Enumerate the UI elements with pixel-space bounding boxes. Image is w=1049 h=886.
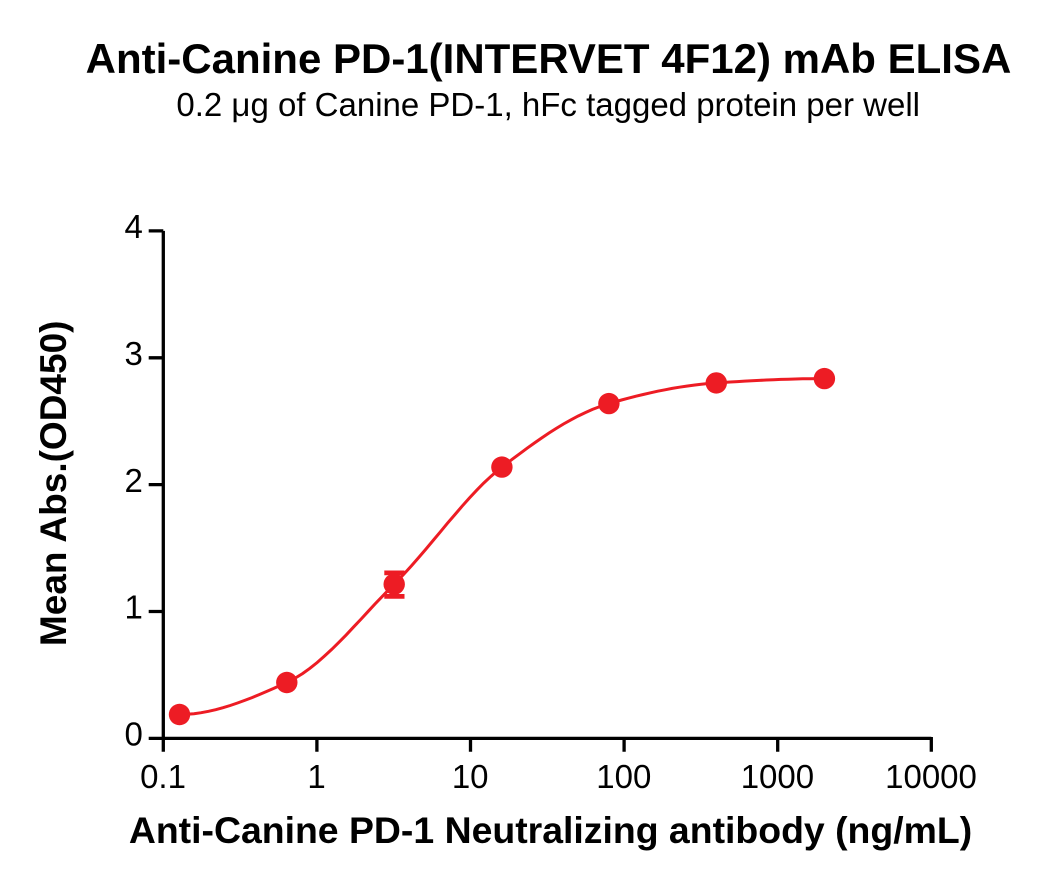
svg-text:0: 0: [124, 716, 142, 753]
svg-text:1: 1: [307, 758, 325, 795]
svg-text:1: 1: [124, 589, 142, 626]
svg-text:Anti-Canine PD-1(INTERVET 4F12: Anti-Canine PD-1(INTERVET 4F12) mAb ELIS…: [86, 35, 1012, 82]
svg-text:10000: 10000: [885, 758, 977, 795]
svg-text:1000: 1000: [741, 758, 814, 795]
svg-text:Mean Abs.(OD450): Mean Abs.(OD450): [33, 321, 74, 647]
svg-text:10: 10: [452, 758, 489, 795]
svg-text:Anti-Canine PD-1 Neutralizing: Anti-Canine PD-1 Neutralizing antibody (…: [129, 809, 972, 851]
svg-text:3: 3: [124, 335, 142, 372]
svg-text:4: 4: [124, 208, 142, 245]
svg-text:0.2 μg of Canine PD-1, hFc tag: 0.2 μg of Canine PD-1, hFc tagged protei…: [176, 86, 920, 123]
svg-text:100: 100: [596, 758, 651, 795]
svg-text:2: 2: [124, 462, 142, 499]
svg-text:0.1: 0.1: [140, 758, 186, 795]
